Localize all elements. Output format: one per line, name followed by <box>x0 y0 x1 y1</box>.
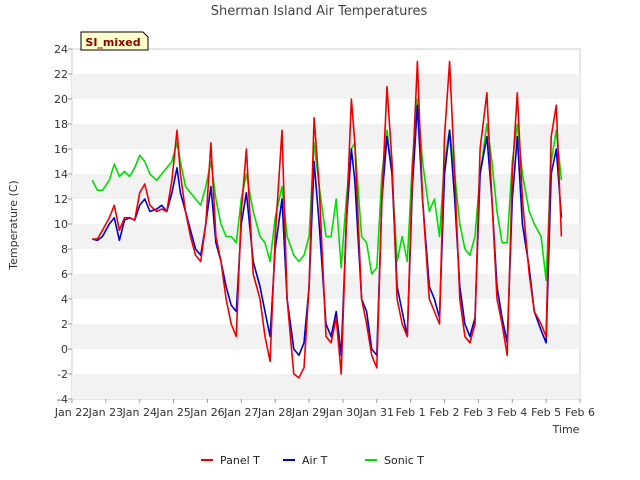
y-tick-label: 0 <box>61 343 68 356</box>
legend-label-panel-t: Panel T <box>220 454 260 467</box>
y-tick-label: 22 <box>54 68 68 81</box>
x-tick-label: Feb 3 <box>463 406 493 419</box>
y-tick-label: 2 <box>61 318 68 331</box>
x-tick-label: Jan 25 <box>155 406 190 419</box>
grid-band <box>72 74 580 99</box>
x-tick-label: Jan 31 <box>359 406 394 419</box>
chart-title: Sherman Island Air Temperatures <box>211 4 428 19</box>
y-tick-label: 6 <box>61 268 68 281</box>
x-tick-label: Feb 5 <box>531 406 561 419</box>
y-tick-label: 24 <box>54 43 68 56</box>
x-tick-label: Jan 29 <box>291 406 326 419</box>
series-lines <box>91 60 563 379</box>
y-axis-label: Temperature (C) <box>7 180 20 270</box>
y-tick-label: -4 <box>57 393 68 406</box>
x-tick-label: Jan 30 <box>325 406 360 419</box>
x-tick-label: Feb 1 <box>396 406 426 419</box>
x-tick-label: Feb 6 <box>565 406 595 419</box>
x-axis-label: Time <box>552 423 580 436</box>
x-tick-label: Jan 27 <box>223 406 258 419</box>
x-tick-label: Jan 22 <box>54 406 89 419</box>
series-line-air-t <box>92 104 563 357</box>
legend-label-sonic-t: Sonic T <box>384 454 424 467</box>
x-tick-label: Jan 24 <box>122 406 157 419</box>
badge-box <box>80 31 149 51</box>
x-axis-ticks: Jan 22 Jan 23 Jan 24 Jan 25 Jan 26 Jan 27 Jan … <box>54 399 595 419</box>
y-tick-label: 18 <box>54 118 68 131</box>
legend: Panel T Air T Sonic T <box>201 454 424 467</box>
series-line-panel-t <box>92 60 563 379</box>
x-tick-label: Jan 28 <box>257 406 292 419</box>
badge-label: SI_mixed <box>85 36 140 49</box>
grid-band <box>72 374 580 399</box>
legend-label-air-t: Air T <box>302 454 328 467</box>
x-tick-label: Jan 26 <box>189 406 224 419</box>
grid-band <box>72 124 580 149</box>
grid-band <box>72 274 580 299</box>
x-tick-label: Jan 23 <box>88 406 123 419</box>
y-tick-label: -2 <box>57 368 68 381</box>
y-tick-label: 10 <box>54 218 68 231</box>
y-tick-label: 4 <box>61 293 68 306</box>
y-tick-label: 20 <box>54 93 68 106</box>
y-tick-label: 12 <box>54 193 68 206</box>
y-tick-label: 16 <box>54 143 68 156</box>
y-tick-label: 14 <box>54 168 68 181</box>
x-tick-label: Feb 2 <box>430 406 460 419</box>
x-tick-label: Feb 4 <box>497 406 527 419</box>
y-tick-label: 8 <box>61 243 68 256</box>
site-badge: SI_mixed <box>80 31 149 51</box>
